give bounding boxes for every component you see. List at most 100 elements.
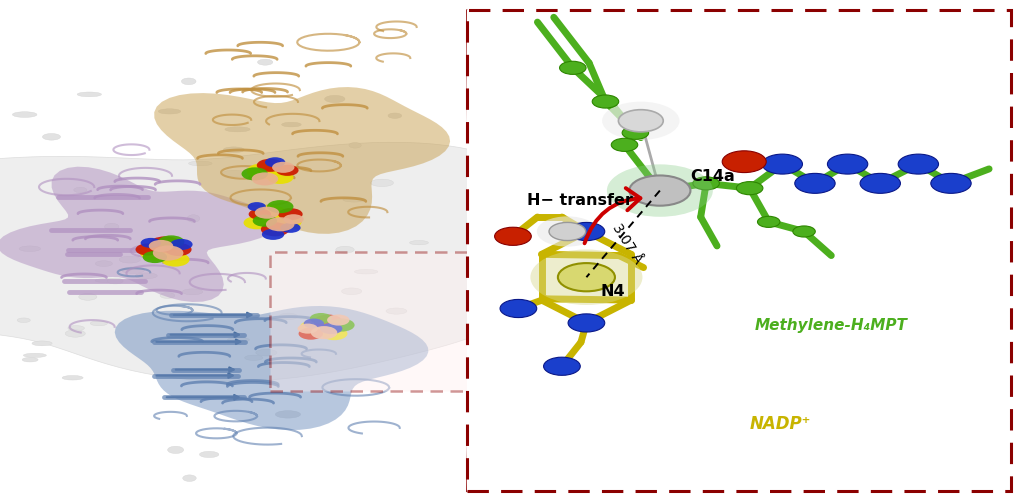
Ellipse shape	[23, 353, 46, 357]
Ellipse shape	[256, 349, 277, 356]
Circle shape	[494, 227, 531, 245]
Ellipse shape	[348, 143, 362, 148]
Circle shape	[559, 61, 586, 75]
Circle shape	[149, 236, 181, 253]
Text: N4: N4	[600, 284, 625, 299]
Circle shape	[793, 226, 815, 237]
Ellipse shape	[32, 341, 52, 346]
Circle shape	[537, 216, 598, 246]
Ellipse shape	[227, 338, 250, 342]
Ellipse shape	[91, 321, 107, 326]
Text: 3.07 Å: 3.07 Å	[609, 221, 645, 266]
Circle shape	[300, 320, 332, 336]
Circle shape	[267, 200, 293, 213]
Ellipse shape	[410, 240, 428, 245]
Circle shape	[262, 229, 284, 240]
Circle shape	[244, 216, 270, 229]
Circle shape	[283, 214, 304, 224]
Ellipse shape	[65, 330, 86, 337]
Ellipse shape	[119, 256, 141, 263]
Polygon shape	[115, 306, 428, 430]
Circle shape	[557, 263, 614, 291]
Circle shape	[327, 314, 350, 326]
Ellipse shape	[182, 475, 197, 481]
Circle shape	[304, 319, 324, 329]
Ellipse shape	[341, 288, 362, 294]
Circle shape	[898, 154, 938, 174]
Circle shape	[328, 319, 355, 332]
Circle shape	[693, 177, 719, 190]
Polygon shape	[0, 142, 714, 382]
Ellipse shape	[19, 246, 41, 251]
Circle shape	[630, 175, 691, 206]
Ellipse shape	[386, 308, 407, 314]
Circle shape	[607, 164, 713, 217]
Circle shape	[795, 173, 836, 194]
Circle shape	[136, 243, 160, 256]
FancyBboxPatch shape	[270, 252, 469, 391]
Ellipse shape	[279, 313, 298, 320]
Ellipse shape	[388, 113, 401, 118]
Ellipse shape	[121, 267, 145, 274]
Circle shape	[255, 207, 279, 219]
Bar	[467, 10, 1011, 491]
Ellipse shape	[258, 59, 273, 65]
Circle shape	[762, 154, 803, 174]
Circle shape	[161, 253, 190, 267]
Circle shape	[252, 205, 288, 223]
Circle shape	[272, 162, 294, 173]
Ellipse shape	[12, 112, 37, 117]
Ellipse shape	[336, 246, 355, 253]
Circle shape	[273, 215, 302, 229]
Ellipse shape	[281, 122, 302, 127]
Circle shape	[602, 102, 680, 140]
Ellipse shape	[68, 326, 85, 331]
Ellipse shape	[189, 161, 212, 166]
Circle shape	[722, 151, 766, 172]
Ellipse shape	[168, 446, 183, 454]
Ellipse shape	[223, 147, 245, 153]
Ellipse shape	[73, 187, 87, 193]
Circle shape	[321, 327, 347, 340]
Ellipse shape	[343, 198, 365, 202]
Ellipse shape	[160, 292, 174, 298]
Ellipse shape	[95, 279, 119, 283]
Ellipse shape	[355, 270, 378, 274]
Text: NADP⁺: NADP⁺	[750, 415, 811, 433]
Ellipse shape	[275, 411, 301, 418]
Circle shape	[530, 249, 642, 305]
Ellipse shape	[225, 127, 250, 132]
Circle shape	[141, 238, 161, 248]
Circle shape	[500, 299, 537, 318]
Ellipse shape	[77, 92, 102, 97]
Circle shape	[247, 163, 279, 179]
Circle shape	[930, 173, 971, 194]
Circle shape	[248, 202, 266, 211]
Ellipse shape	[325, 95, 345, 102]
Circle shape	[299, 328, 323, 340]
Circle shape	[543, 357, 580, 375]
Ellipse shape	[78, 293, 97, 300]
Circle shape	[568, 222, 604, 240]
Circle shape	[314, 314, 342, 329]
Circle shape	[311, 326, 337, 339]
Circle shape	[158, 235, 184, 248]
Circle shape	[298, 324, 318, 334]
Ellipse shape	[105, 223, 119, 230]
Ellipse shape	[158, 109, 180, 114]
Ellipse shape	[43, 134, 60, 140]
Circle shape	[140, 243, 176, 261]
Circle shape	[253, 215, 277, 227]
Circle shape	[757, 216, 780, 227]
Ellipse shape	[181, 78, 196, 85]
Circle shape	[261, 222, 289, 236]
Ellipse shape	[182, 289, 203, 295]
Circle shape	[280, 223, 301, 233]
Ellipse shape	[107, 278, 123, 284]
Ellipse shape	[187, 215, 200, 222]
Text: H− transfer: H− transfer	[527, 193, 633, 208]
Circle shape	[153, 245, 183, 261]
FancyArrowPatch shape	[585, 188, 640, 243]
Ellipse shape	[245, 355, 263, 360]
Text: Methylene-H₄MPT: Methylene-H₄MPT	[755, 318, 908, 333]
